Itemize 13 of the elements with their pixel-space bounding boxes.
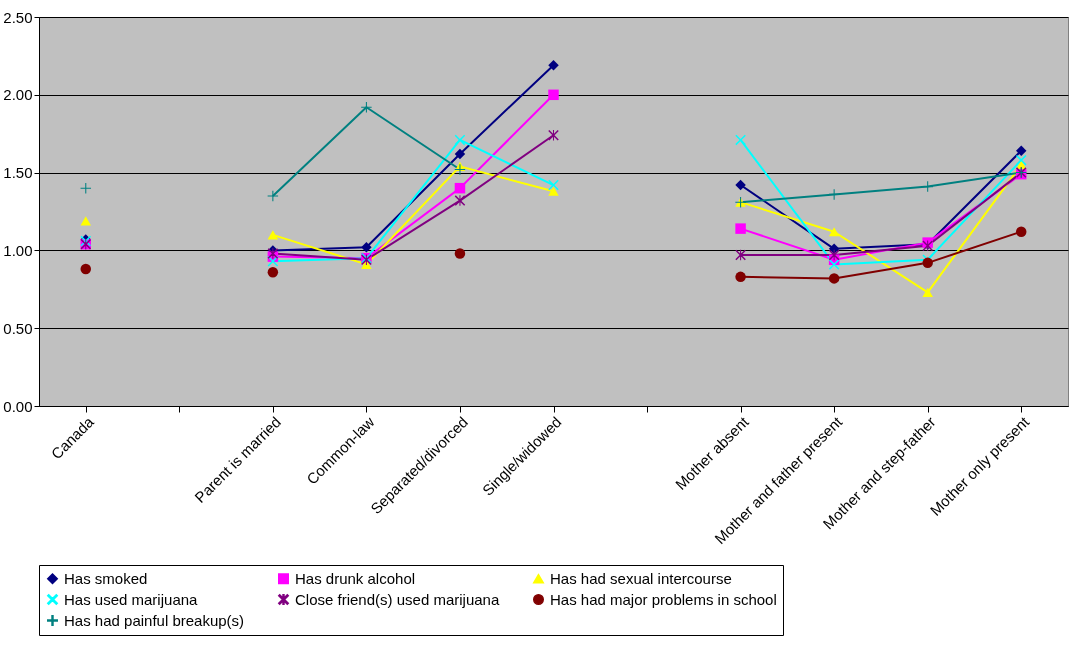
y-tick-label: 0.50 <box>3 319 33 337</box>
legend-label: Has had major problems in school <box>550 590 777 608</box>
y-tick-label: 2.00 <box>3 86 33 104</box>
legend-label: Has had painful breakup(s) <box>64 611 245 629</box>
y-tick-label: 0.00 <box>3 397 33 415</box>
y-tick-label: 1.00 <box>3 241 33 259</box>
legend-label: Has smoked <box>64 569 148 587</box>
legend-label: Has had sexual intercourse <box>550 569 732 587</box>
y-tick-label: 1.50 <box>3 164 33 182</box>
legend-label: Has drunk alcohol <box>295 569 416 587</box>
legend-label: Has used marijuana <box>64 590 199 608</box>
legend-label: Close friend(s) used marijuana <box>295 590 500 608</box>
y-tick-label: 2.50 <box>3 8 33 26</box>
